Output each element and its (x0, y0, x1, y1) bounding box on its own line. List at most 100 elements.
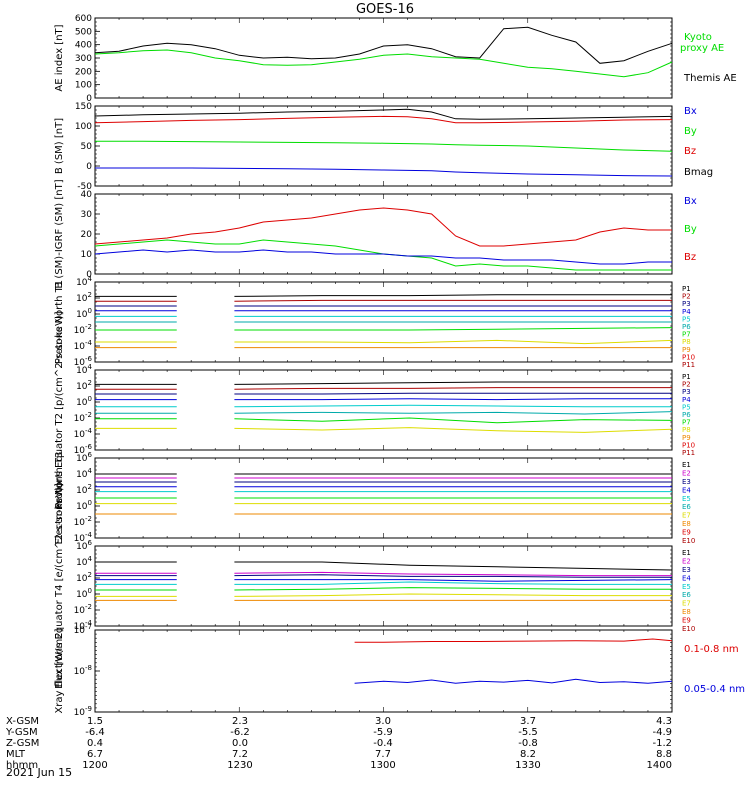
legend-label: E1 (682, 549, 691, 557)
orbit-value: 8.2 (520, 749, 536, 760)
legend-label: P7 (682, 331, 691, 339)
orbit-value: 1200 (82, 760, 107, 771)
legend-label: E2 (682, 469, 691, 477)
legend-label: E9 (682, 529, 691, 537)
legend-label: P7 (682, 419, 691, 427)
legend-label: P5 (682, 403, 691, 411)
series-line (94, 108, 673, 120)
series-line (94, 49, 673, 78)
y-axis-label: Electrons North T3 (54, 451, 65, 544)
orbit-value: 4.3 (656, 716, 672, 727)
panel-bsm: -50 0 50 100 150 B (SM) [nT] Bx By Bz Bmag (54, 102, 713, 192)
y-tick-label: 104 (76, 555, 92, 568)
y-axis-label: AE index [nT] (54, 24, 65, 91)
series-line (234, 581, 672, 585)
legend-label: E7 (682, 512, 691, 520)
panel-bdiff: 0 10 20 30 40 B (SM)-IGRF (SM) [nT] Bx By Bz (54, 179, 697, 288)
legend-label: P4 (682, 308, 691, 316)
y-tick-label: 400 (75, 41, 92, 51)
series-line (234, 299, 672, 302)
y-tick-label: 100 (75, 122, 92, 132)
orbit-value: 1400 (647, 760, 672, 771)
y-tick-label: 102 (76, 379, 92, 392)
legend-label: P8 (682, 426, 691, 434)
series-line (234, 411, 673, 415)
legend-label: P4 (682, 396, 691, 404)
legend-label: E3 (682, 566, 691, 574)
y-tick-label: 0 (86, 162, 92, 172)
y-tick-label: 150 (75, 102, 92, 112)
series-line (234, 574, 672, 578)
legend-label: P10 (682, 353, 695, 361)
series-line (234, 587, 672, 591)
legend-label: E8 (682, 520, 691, 528)
legend-label: Themis AE (683, 73, 737, 84)
y-tick-label: 100 (76, 587, 92, 600)
panel-frame (94, 193, 673, 275)
series-line (234, 404, 672, 408)
legend-label: E10 (682, 625, 695, 633)
series-line (234, 571, 672, 577)
y-tick-label: 102 (76, 291, 92, 304)
series-line (354, 678, 673, 684)
orbit-value: -5.5 (518, 727, 538, 738)
orbit-value: -0.8 (518, 738, 538, 749)
orbit-value: 1330 (515, 760, 540, 771)
legend-label: E6 (682, 503, 691, 511)
orbit-value: 3.7 (520, 716, 536, 727)
legend-label: E4 (682, 486, 691, 494)
orbit-value: 1.5 (87, 716, 103, 727)
plot-title: GOES-16 (356, 2, 414, 17)
series-line (234, 427, 673, 433)
series-line (234, 579, 673, 582)
orbit-value: 3.0 (375, 716, 391, 727)
legend-label: Bmag (684, 167, 713, 178)
panel-frame (94, 545, 673, 627)
series-line (94, 26, 673, 64)
legend-label: Bz (684, 146, 696, 157)
series-line (234, 593, 672, 597)
y-tick-label: 100 (76, 499, 92, 512)
series-line (95, 140, 673, 152)
series-line (354, 638, 673, 643)
legend-label: Kyoto (684, 32, 712, 43)
y-tick-label: 30 (81, 210, 93, 220)
legend-label: E7 (682, 600, 691, 608)
y-tick-label: 10-8 (74, 664, 92, 677)
panel-ae: 0 100 200 300 400 500 600 AE index [nT] Kyotopro… (54, 14, 737, 104)
series-line (234, 387, 672, 390)
orbit-table: X-GSM 1.5 2.3 3.0 3.7 4.3 Y-GSM -6.4 -6.2 -5.9 -5.… (5, 716, 672, 771)
series-line (234, 417, 673, 424)
orbit-row-label: MLT (6, 749, 26, 760)
date-label: 2021 Jun 15 (6, 766, 72, 779)
y-tick-label: 300 (75, 54, 92, 64)
orbit-value: 1230 (227, 760, 252, 771)
series-line (234, 381, 672, 385)
orbit-row-label: Z-GSM (6, 738, 39, 749)
y-tick-label: 10-2 (74, 411, 92, 424)
y-axis-label: Protons North T1 (54, 280, 65, 364)
series-line (94, 207, 672, 247)
series-line (94, 249, 672, 265)
y-tick-label: 10-2 (74, 515, 92, 528)
series-line (94, 239, 672, 271)
series-line (95, 167, 673, 177)
series-line (94, 115, 673, 124)
orbit-value: -4.9 (652, 727, 672, 738)
panel-frame (94, 17, 673, 99)
y-tick-label: 0 (86, 94, 92, 104)
legend-label: P2 (682, 293, 691, 301)
y-tick-label: 104 (76, 275, 92, 288)
y-tick-label: 10-2 (74, 323, 92, 336)
legend-label: E4 (682, 574, 691, 582)
legend-label: P1 (682, 373, 691, 381)
y-tick-label: -50 (77, 182, 92, 192)
y-tick-label: 102 (76, 571, 92, 584)
legend-label: E8 (682, 608, 691, 616)
legend-label: Bx (684, 106, 697, 117)
y-tick-label: 20 (81, 230, 93, 240)
legend-label: 0.05-0.4 nm (684, 684, 745, 695)
